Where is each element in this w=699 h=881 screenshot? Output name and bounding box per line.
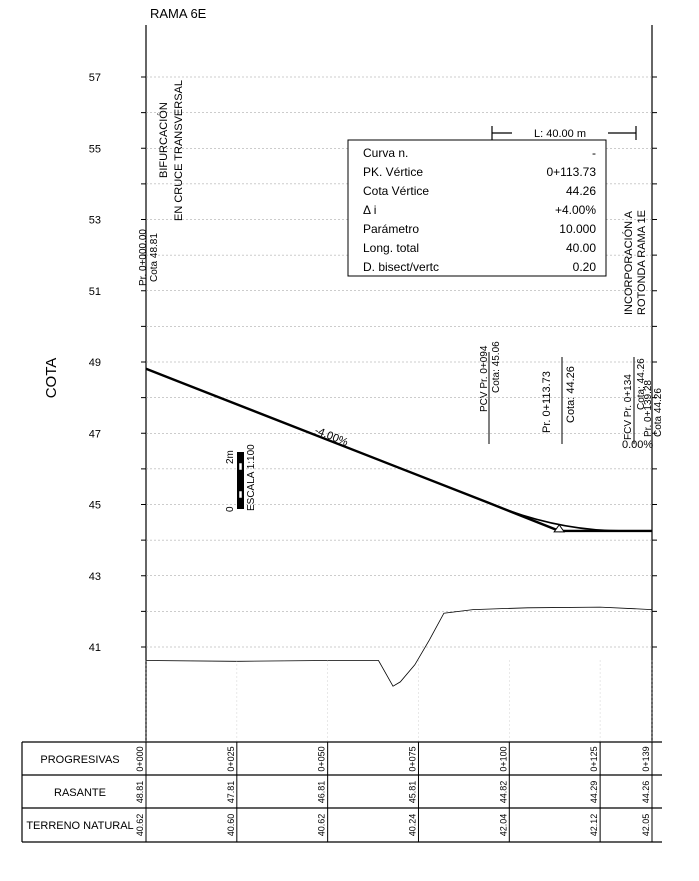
pcv-station-label: PCV Pr. 0+094 (479, 345, 490, 412)
terrain-line (145, 606, 653, 687)
curve-row-label: Curva n. (363, 146, 408, 160)
guitar-value: 0+125 (589, 746, 599, 771)
guitar-value: 47.81 (226, 781, 236, 804)
pcv-elevation-label: Cota: 45.06 (491, 341, 502, 393)
guitar-value: 44.82 (498, 781, 508, 804)
grade2-label: 0.00% (622, 439, 653, 451)
curve-row-label: D. bisect/vertc (363, 260, 439, 274)
curve-row-label: Δ i (363, 203, 376, 217)
curve-length-label: L: 40.00 m (534, 128, 586, 140)
curve-row-label: Cota Vértice (363, 184, 429, 198)
end-feature-line1: INCORPORACIÓN A (622, 210, 635, 315)
guitar-value: 42.04 (498, 814, 508, 837)
curve-row-value: +4.00% (555, 203, 596, 217)
guitar-row-label: TERRENO NATURAL (26, 820, 133, 832)
guitar-row-label: RASANTE (54, 787, 106, 799)
start-station-label: Pr. 0+000.00 (138, 229, 149, 286)
guitar-value: 45.81 (408, 781, 418, 804)
end-station-label: Pr. 0+139.28 (643, 380, 654, 437)
curve-row-value: 0+113.73 (547, 165, 597, 179)
y-tick-label: 51 (89, 286, 101, 298)
guitar-table (21, 741, 662, 843)
key-point-leaders (488, 352, 635, 444)
vertical-curve (487, 501, 633, 532)
guitar-value: 0+075 (408, 746, 418, 771)
vertex-elevation-label: Cota: 44.26 (565, 366, 577, 423)
scale-top-label: 2m (225, 450, 236, 464)
y-tick-label: 55 (89, 143, 101, 155)
guitar-value: 44.29 (589, 781, 599, 804)
start-feature-line1: BIFURCACIÓN (157, 102, 170, 178)
fcv-elevation-label: Cota: 44.26 (636, 358, 647, 410)
guitar-value: 0+139 (641, 746, 651, 771)
scale-bottom-label: 0 (225, 506, 236, 512)
curve-data-rows: Curva n. - PK. Vértice 0+113.73 Cota Vértice… (363, 146, 596, 274)
scale-label: ESCALA 1:100 (246, 444, 257, 511)
grade1-label: -4.00% (313, 425, 350, 449)
end-feature-line2: ROTONDA RAMA 1E (636, 210, 648, 315)
elevation-ticks: 57 55 53 51 49 47 45 43 41 (89, 72, 657, 654)
guitar-value: 0+025 (226, 746, 236, 771)
plot-frame (145, 25, 653, 742)
start-elevation-label: Cota 48.81 (149, 233, 160, 282)
curve-row-value: - (592, 146, 596, 160)
curve-data-table (347, 139, 607, 277)
curve-row-value: 44.26 (566, 184, 596, 198)
y-tick-label: 53 (89, 215, 101, 227)
y-tick-label: 43 (89, 571, 101, 583)
guitar-value: 40.24 (408, 814, 418, 837)
start-feature-line2: EN CRUCE TRANSVERSAL (173, 80, 185, 221)
guitar-value: 48.81 (135, 781, 145, 804)
guitar-value: 46.81 (317, 781, 327, 804)
guitar-value: 42.05 (641, 814, 651, 837)
curve-row-label: Parámetro (363, 222, 419, 236)
curve-row-label: Long. total (363, 241, 419, 255)
guitar-value: 40.60 (226, 814, 236, 837)
y-tick-label: 57 (89, 72, 101, 84)
y-tick-label: 45 (89, 500, 101, 512)
curve-row-value: 40.00 (566, 241, 596, 255)
curve-row-value: 0.20 (573, 260, 597, 274)
guitar-value: 40.62 (317, 814, 327, 837)
profile-title: RAMA 6E (150, 6, 207, 21)
guitar-value: 44.26 (641, 781, 651, 804)
scale-bar (237, 452, 244, 509)
vertex-marker (553, 524, 566, 533)
fcv-station-label: FCV Pr. 0+134 (623, 374, 634, 440)
y-tick-label: 41 (89, 642, 101, 654)
curve-row-label: PK. Vértice (363, 165, 423, 179)
guitar-row-label: PROGRESIVAS (40, 754, 119, 766)
curve-length-bracket (491, 126, 637, 140)
end-elevation-label: Cota 44.26 (653, 388, 664, 437)
vertex-station-label: Pr. 0+113.73 (541, 371, 553, 433)
guitar-value: 0+100 (498, 746, 508, 771)
guitar-value: 0+050 (317, 746, 327, 771)
curve-row-value: 10.000 (559, 222, 596, 236)
guitar-content: PROGRESIVAS RASANTE TERRENO NATURAL 0+000 48… (26, 660, 653, 842)
guitar-value: 42.12 (589, 814, 599, 837)
guitar-value: 40.62 (135, 814, 145, 837)
y-tick-label: 49 (89, 357, 101, 369)
y-tick-label: 47 (89, 428, 101, 440)
y-axis-title: COTA (43, 358, 60, 399)
guitar-value: 0+000 (135, 746, 145, 771)
